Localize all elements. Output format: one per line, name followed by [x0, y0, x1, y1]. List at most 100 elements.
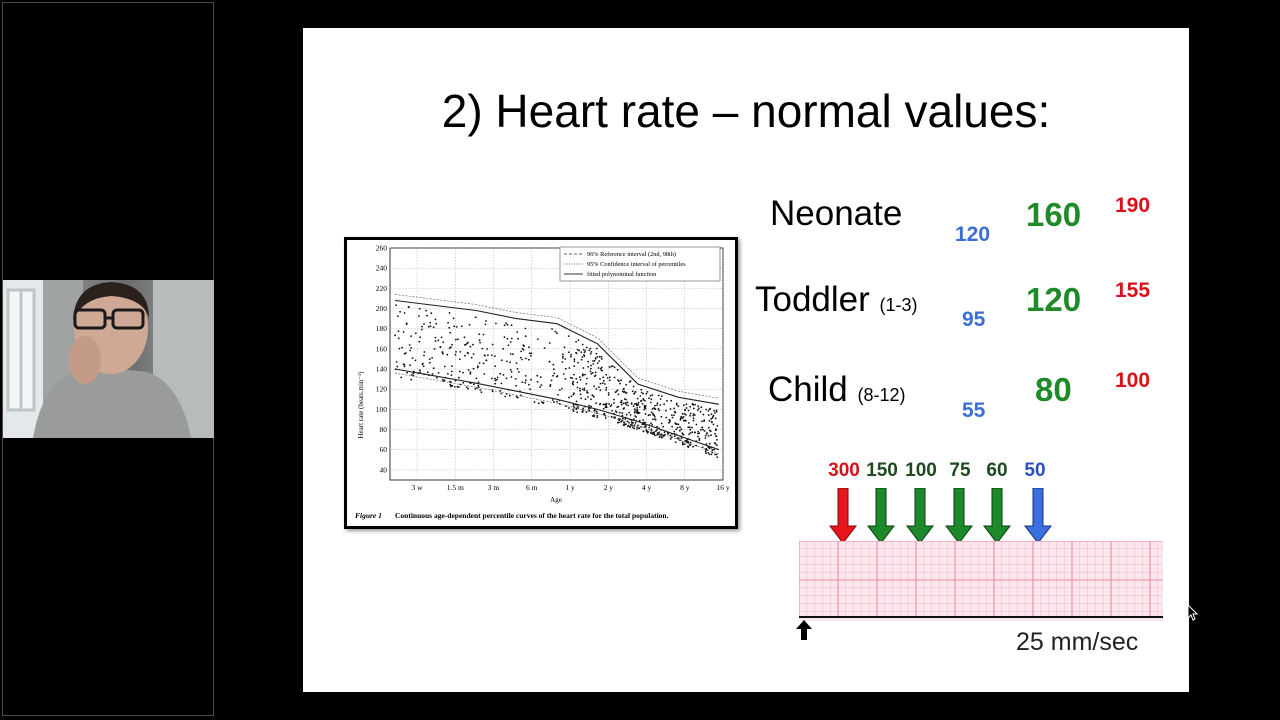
- data-point: [701, 426, 703, 429]
- data-point: [586, 392, 589, 394]
- data-point: [695, 423, 698, 426]
- data-point: [613, 402, 615, 404]
- legend-entry-fitted: fitted polynominal function: [587, 271, 657, 278]
- data-point: [467, 387, 469, 390]
- data-point: [691, 402, 694, 405]
- data-point: [603, 380, 605, 382]
- data-point: [629, 414, 632, 416]
- data-point: [698, 437, 701, 440]
- data-point: [715, 453, 718, 456]
- data-point: [633, 427, 636, 430]
- data-point: [395, 361, 398, 363]
- data-point: [494, 379, 497, 382]
- data-point: [681, 417, 684, 420]
- x-tick-label: 3 w: [411, 483, 423, 492]
- data-point: [573, 358, 576, 361]
- data-point: [576, 386, 579, 389]
- data-point: [486, 348, 489, 350]
- data-point: [408, 344, 411, 346]
- data-point: [505, 322, 507, 325]
- data-point: [524, 375, 527, 377]
- data-point: [653, 431, 655, 434]
- data-point: [530, 378, 532, 381]
- data-point: [509, 368, 512, 371]
- data-point: [451, 384, 454, 387]
- data-point: [714, 417, 717, 420]
- data-point: [510, 371, 513, 373]
- data-point: [678, 437, 680, 440]
- data-point: [576, 411, 578, 414]
- heart-rate-chart: 260 240 220 200 180 160 140 120 100 80 60 40 3 w 1.5 …: [355, 244, 730, 521]
- data-point: [640, 391, 643, 394]
- data-point: [397, 337, 400, 340]
- data-point: [472, 353, 475, 355]
- data-point: [548, 360, 551, 363]
- data-point: [442, 378, 444, 381]
- data-point: [568, 367, 571, 369]
- data-point: [673, 414, 675, 417]
- data-point: [549, 385, 552, 388]
- data-point: [421, 363, 424, 366]
- data-point: [674, 441, 677, 444]
- data-point: [576, 348, 579, 351]
- data-point: [572, 380, 575, 383]
- data-point: [697, 432, 699, 435]
- data-point: [591, 371, 594, 374]
- data-point: [716, 456, 719, 458]
- data-point: [539, 376, 542, 378]
- data-point: [588, 404, 590, 407]
- data-point: [491, 343, 494, 346]
- rate-arrows: [828, 488, 1053, 544]
- data-point: [516, 368, 519, 370]
- data-point: [536, 374, 539, 377]
- data-point: [495, 322, 497, 325]
- data-point: [494, 355, 496, 357]
- data-point: [711, 417, 714, 419]
- data-point: [571, 377, 574, 379]
- data-point: [528, 383, 530, 386]
- data-point: [582, 407, 585, 410]
- rate-label-100: 100: [905, 460, 937, 481]
- data-point: [654, 404, 656, 407]
- data-point: [650, 411, 653, 414]
- data-point: [480, 391, 483, 394]
- data-point: [663, 403, 665, 406]
- data-point: [561, 361, 564, 363]
- data-point: [586, 390, 588, 392]
- slide-title: 2) Heart rate – normal values:: [441, 85, 1051, 137]
- data-point: [406, 371, 408, 374]
- data-point: [442, 341, 445, 343]
- data-point: [653, 416, 656, 418]
- data-point: [605, 386, 608, 389]
- data-point: [561, 387, 563, 390]
- data-point: [673, 430, 676, 433]
- data-point: [711, 451, 714, 454]
- data-point: [570, 355, 572, 358]
- data-point: [705, 408, 708, 411]
- data-point: [623, 398, 626, 400]
- data-point: [644, 421, 647, 424]
- data-point: [477, 384, 480, 387]
- data-point: [481, 347, 484, 350]
- y-tick-label: 200: [376, 304, 388, 313]
- data-point: [426, 314, 428, 317]
- toddler-low-value: 95: [962, 308, 986, 331]
- data-point: [682, 442, 684, 445]
- data-point: [603, 383, 606, 385]
- data-point: [685, 403, 688, 406]
- data-point: [673, 410, 676, 413]
- data-point: [637, 401, 640, 404]
- data-point: [642, 430, 645, 433]
- neonate-high-value: 190: [1115, 194, 1151, 217]
- toddler-age-range: (1-3): [879, 295, 918, 315]
- data-point: [508, 394, 511, 397]
- data-point: [591, 394, 594, 397]
- data-point: [401, 346, 403, 349]
- data-point: [622, 402, 625, 405]
- data-point: [692, 445, 694, 448]
- arrow-down-icon: [982, 488, 1012, 544]
- data-point: [458, 370, 461, 373]
- data-point: [580, 397, 583, 400]
- data-point: [602, 407, 605, 410]
- data-point: [658, 436, 661, 438]
